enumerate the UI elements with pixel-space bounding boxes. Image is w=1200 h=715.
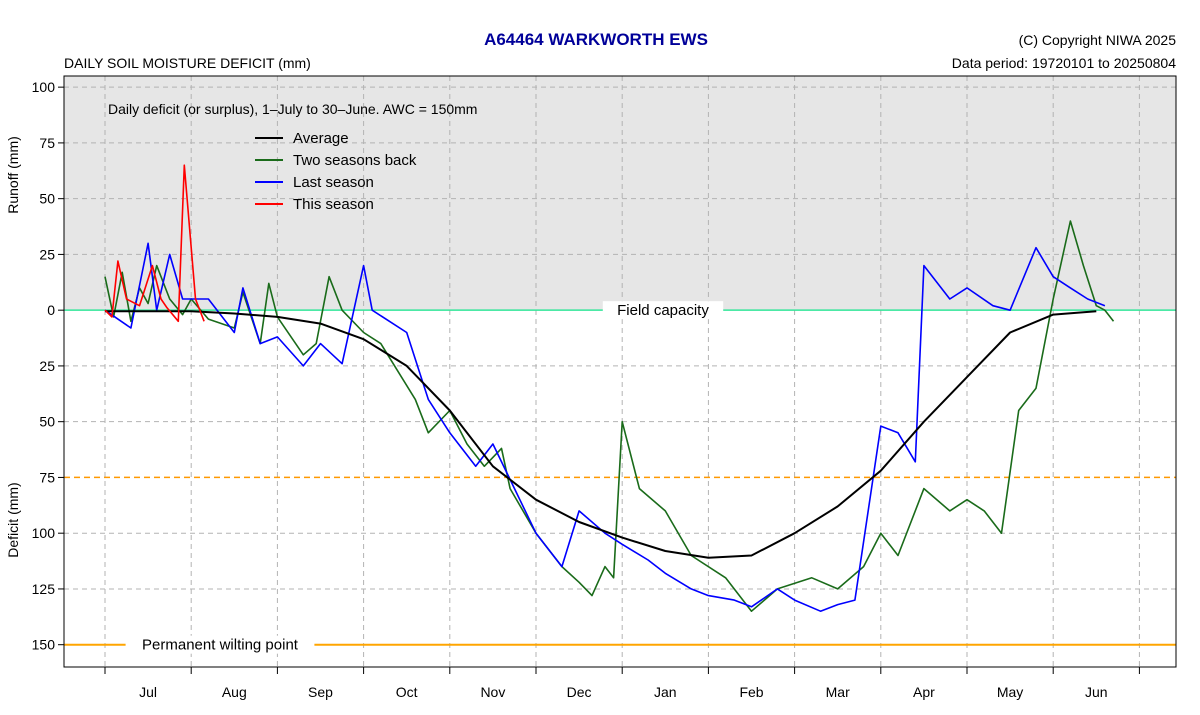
reference-line-label: Field capacity xyxy=(617,302,709,319)
x-month-label: Jul xyxy=(139,684,157,700)
x-month-label: Jan xyxy=(654,684,677,700)
copyright-text: (C) Copyright NIWA 2025 xyxy=(1019,32,1177,48)
legend: Average Two seasons back Last season This s… xyxy=(255,130,417,213)
legend-label-average: Average xyxy=(293,130,349,147)
chart-title: A64464 WARKWORTH EWS xyxy=(484,30,708,49)
y-tick-label: 100 xyxy=(32,525,56,541)
legend-label-two-seasons-back: Two seasons back xyxy=(293,152,417,169)
x-month-label: Sep xyxy=(308,684,333,700)
legend-label-this-season: This season xyxy=(293,196,374,213)
y-tick-label: 50 xyxy=(39,191,55,207)
series-line-average xyxy=(105,310,1097,559)
x-month-label: Feb xyxy=(739,684,763,700)
plot-frame xyxy=(63,75,1177,668)
y-tick-label: 75 xyxy=(39,469,55,485)
x-month-label: Nov xyxy=(480,684,505,700)
x-month-label: Jun xyxy=(1085,684,1108,700)
y-tick-label: 125 xyxy=(32,581,56,597)
legend-label-last-season: Last season xyxy=(293,174,374,191)
x-month-label: Apr xyxy=(913,684,935,700)
reference-line-label: Permanent wilting point xyxy=(142,637,299,654)
x-month-label: Oct xyxy=(396,684,418,700)
runoff-band xyxy=(64,76,1176,311)
series-line-this-season xyxy=(104,164,205,323)
y-tick-label: 50 xyxy=(39,414,55,430)
x-month-label: Mar xyxy=(826,684,850,700)
y-tick-label: 100 xyxy=(32,79,56,95)
y-tick-label: 25 xyxy=(39,246,55,262)
y-tick-label: 25 xyxy=(39,358,55,374)
x-month-label: Dec xyxy=(567,684,592,700)
y-tick-label: 150 xyxy=(32,637,56,653)
y-label-runoff: Runoff (mm) xyxy=(5,136,21,214)
data-period-text: Data period: 19720101 to 20250804 xyxy=(952,55,1176,71)
series-line-last-season xyxy=(104,242,1106,612)
annotation-text: Daily deficit (or surplus), 1–July to 30… xyxy=(108,101,477,117)
y-tick-label: 0 xyxy=(47,302,55,318)
x-month-label: Aug xyxy=(222,684,247,700)
y-label-deficit: Deficit (mm) xyxy=(5,482,21,557)
x-month-label: May xyxy=(997,684,1023,700)
chart-subtitle: DAILY SOIL MOISTURE DEFICIT (mm) xyxy=(64,55,311,71)
y-tick-label: 75 xyxy=(39,135,55,151)
